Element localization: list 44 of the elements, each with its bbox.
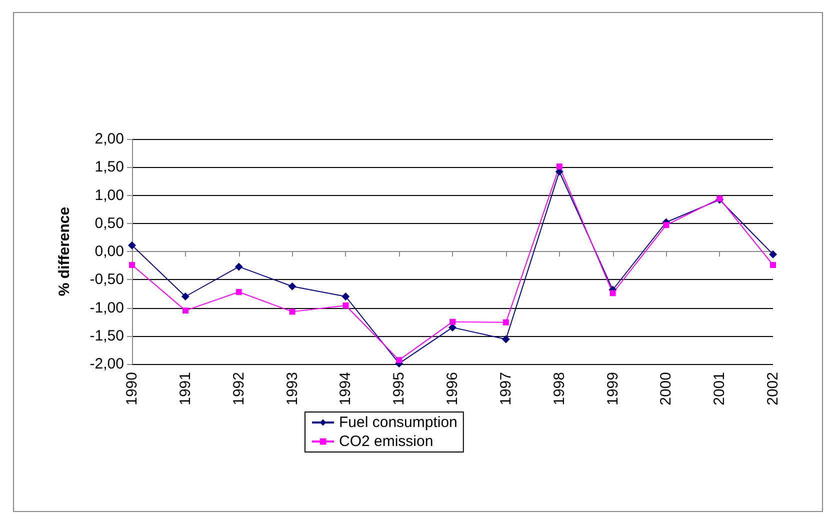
y-tick-label: 1,00 — [94, 186, 124, 204]
point — [181, 292, 190, 300]
point — [770, 262, 776, 268]
legend-label: CO2 emission — [339, 433, 434, 450]
point — [342, 292, 350, 300]
point — [236, 289, 242, 295]
x-tick-label: 1991 — [176, 372, 194, 406]
x-tick-label: 1992 — [230, 372, 248, 406]
y-tick-label: 2,00 — [94, 130, 124, 148]
y-tick-label: -0,50 — [90, 271, 124, 288]
point — [289, 308, 296, 315]
point — [663, 222, 670, 228]
y-tick-label: 1,50 — [94, 158, 124, 176]
point — [234, 262, 243, 271]
x-tick-label: 2002 — [764, 372, 782, 406]
y-tick-label: -1,00 — [90, 299, 124, 316]
x-tick-label: 1999 — [604, 372, 622, 406]
y-axis-title: % difference — [56, 206, 73, 296]
legend-label: Fuel consumption — [339, 414, 458, 431]
point — [342, 302, 349, 308]
point — [396, 357, 402, 364]
x-tick-label: 1994 — [337, 372, 354, 406]
y-tick-label: -1,50 — [90, 327, 124, 344]
y-tick-label: 0,50 — [94, 214, 124, 232]
x-tick-label: 1990 — [124, 372, 140, 406]
point — [182, 308, 188, 314]
point — [129, 262, 135, 268]
point — [502, 319, 509, 326]
point — [769, 250, 777, 258]
x-tick-label: 2000 — [658, 372, 675, 406]
point — [556, 164, 562, 170]
x-tick-label: 1997 — [497, 372, 514, 406]
y-tick-label: 0,00 — [94, 243, 124, 260]
point — [502, 335, 510, 344]
point — [288, 282, 296, 290]
point — [610, 290, 616, 296]
x-tick-label: 1993 — [284, 372, 301, 406]
x-tick-label: 1998 — [550, 372, 568, 406]
x-tick-label: 1995 — [390, 372, 408, 406]
point — [450, 318, 456, 325]
x-tick-label: 1996 — [444, 372, 461, 406]
x-tick-label: 2001 — [711, 372, 728, 406]
y-tick-label: -2,00 — [90, 356, 124, 372]
point — [128, 241, 136, 250]
